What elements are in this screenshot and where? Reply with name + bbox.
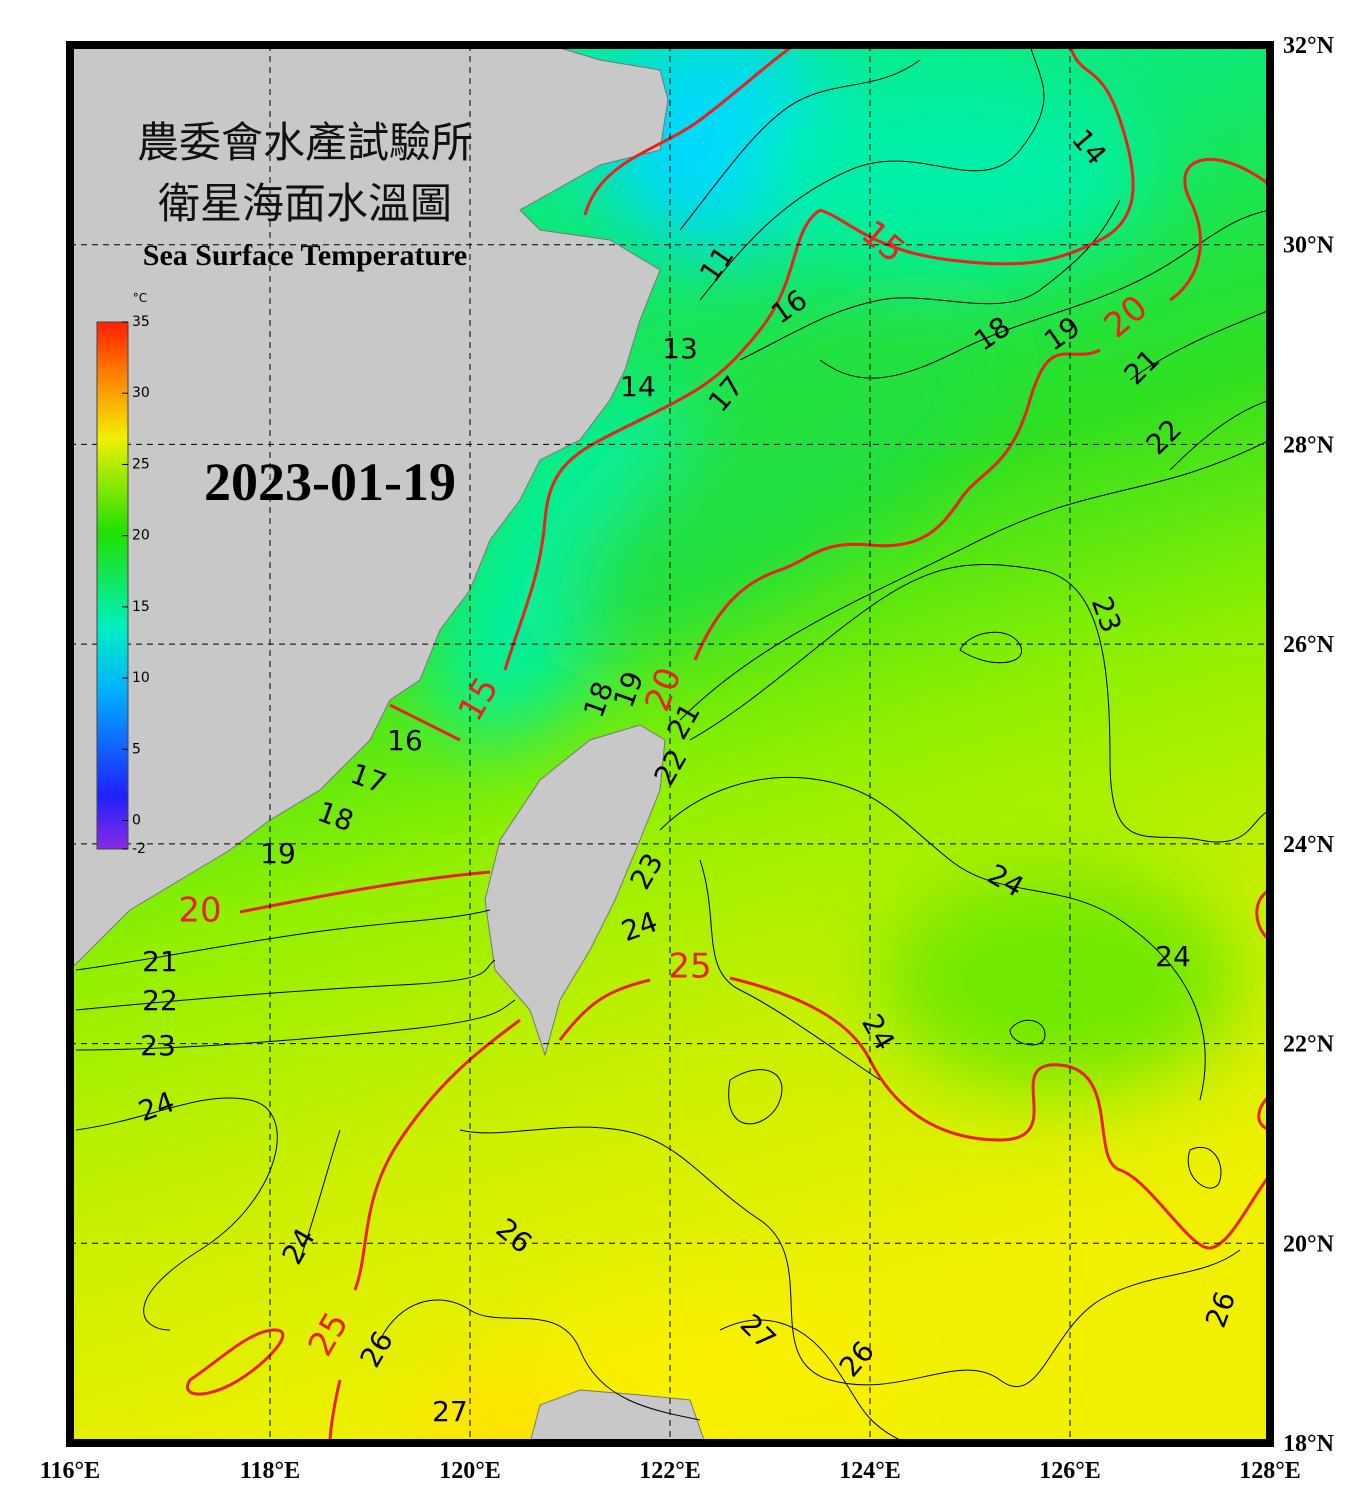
contour-label: 25 [668, 947, 711, 987]
contour-label: 13 [662, 332, 698, 365]
lat-label: 30°N [1283, 233, 1335, 259]
land-taiwan [484, 724, 666, 1057]
subtitle: Sea Surface Temperature [143, 239, 467, 272]
graticule [70, 45, 1270, 1443]
title-line1: 農委會水產試驗所 [137, 118, 473, 167]
contour-label: 24 [1155, 940, 1191, 973]
lat-label: 18°N [1283, 1431, 1335, 1457]
colorbar-tick-label: 0 [132, 813, 141, 829]
colorbar-ticks: 35 30 25 20 15 10 5 0 -2 [122, 314, 150, 857]
lon-label: 118°E [240, 1458, 300, 1484]
colorbar-tick-label: 20 [132, 528, 150, 544]
colorbar-tick-label: 10 [132, 670, 150, 686]
colorbar-unit: °C [133, 291, 147, 305]
colorbar-tick-label: 5 [132, 741, 141, 757]
lat-label: 32°N [1283, 33, 1335, 59]
lat-label: 24°N [1283, 832, 1335, 858]
axes: 116°E 118°E 120°E 122°E 124°E 126°E 128°E 32°N 3… [40, 33, 1335, 1484]
contour-label: 21 [142, 945, 178, 978]
contour-label: 16 [387, 724, 423, 757]
lat-label: 28°N [1283, 432, 1335, 458]
lon-label: 128°E [1239, 1458, 1301, 1484]
colorbar-tick-label: 15 [132, 599, 150, 615]
land-luzon [529, 1389, 706, 1443]
lon-label: 124°E [839, 1458, 901, 1484]
colorbar-tick-label: 35 [132, 314, 150, 330]
colorbar-tick-label: 25 [132, 456, 150, 472]
lat-label: 26°N [1283, 632, 1335, 658]
contour-label: 19 [260, 837, 296, 870]
contour-label: 22 [142, 984, 178, 1017]
contour-label: 20 [178, 891, 221, 931]
contour-label: 23 [140, 1029, 176, 1062]
colorbar-tick-label: 30 [132, 385, 150, 401]
lon-label: 126°E [1039, 1458, 1101, 1484]
map-frame [66, 41, 1274, 1447]
lon-label: 116°E [40, 1458, 100, 1484]
lat-label: 20°N [1283, 1231, 1335, 1257]
colorbar [96, 321, 129, 850]
contour-label: 14 [620, 370, 656, 403]
colorbar-tick-label: -2 [132, 841, 146, 857]
land-china [70, 45, 669, 966]
title-line2: 衛星海面水溫圖 [158, 179, 452, 228]
lat-label: 22°N [1283, 1032, 1335, 1058]
lon-label: 122°E [639, 1458, 701, 1484]
contour-label: 27 [432, 1395, 468, 1428]
date: 2023-01-19 [204, 452, 456, 512]
lon-label: 120°E [439, 1458, 501, 1484]
